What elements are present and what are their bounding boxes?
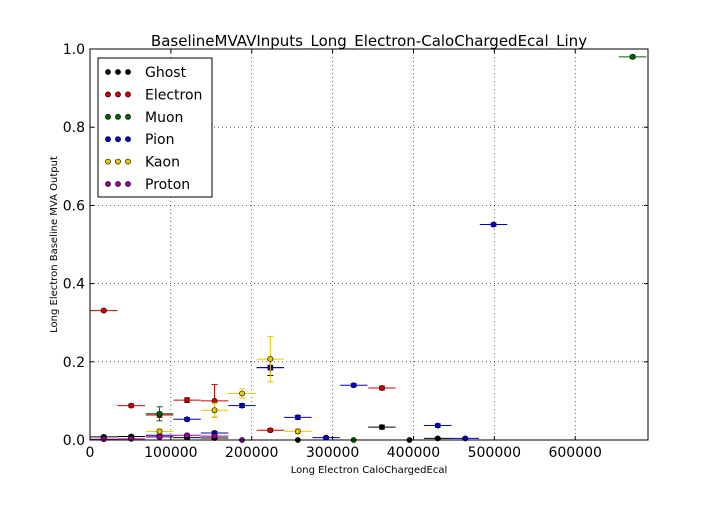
data-point [128, 435, 135, 442]
legend-marker [105, 181, 111, 187]
x-tick-label: 600000 [548, 445, 601, 461]
y-tick-label: 0.0 [63, 433, 85, 449]
tick-layer: 0 100000 200000 300000 400000 500000 600000 0.0… [63, 42, 648, 461]
x-tick-label: 100000 [144, 445, 197, 461]
legend-marker [125, 91, 131, 98]
legend-marker [105, 158, 111, 165]
legend-entry-pion: Pion [105, 132, 174, 148]
data-point [350, 382, 357, 389]
legend-marker [115, 91, 121, 98]
legend-label: Ghost [145, 65, 187, 81]
legend-entry-ghost: Ghost [105, 65, 187, 81]
data-point [490, 221, 497, 228]
legend-marker [105, 136, 111, 143]
data-point [156, 410, 163, 417]
data-point [184, 397, 190, 404]
x-tick-label: 0 [86, 445, 95, 461]
data-point [128, 402, 135, 409]
series-electron [90, 307, 396, 434]
y-axis-label: Long Electron Baseline MVA Output [49, 156, 60, 333]
data-point [100, 307, 107, 314]
y-tick-label: 0.2 [63, 355, 85, 371]
legend-marker [125, 158, 131, 165]
legend-marker [115, 113, 121, 120]
data-point [239, 390, 245, 397]
y-tick-label: 0.8 [63, 120, 85, 136]
data-point [379, 424, 385, 430]
x-tick-label: 300000 [306, 445, 359, 461]
data-point [294, 428, 301, 435]
data-point [239, 402, 245, 409]
legend-marker [125, 69, 131, 75]
chart-title: BaselineMVAVInputs_Long_Electron-CaloCha… [151, 32, 587, 51]
x-tick-label: 200000 [225, 445, 278, 461]
legend-marker [125, 136, 131, 143]
data-point [379, 385, 385, 391]
legend-label: Electron [145, 87, 202, 103]
x-axis-label: Long Electron CaloChargedEcal [291, 465, 448, 476]
legend-marker [105, 113, 111, 120]
legend-label: Proton [145, 177, 190, 193]
legend-box [97, 57, 213, 198]
plot-frame [89, 48, 649, 441]
data-point [184, 432, 190, 439]
legend-marker [115, 181, 121, 187]
data-point [434, 422, 441, 429]
data-point [156, 428, 163, 435]
legend-marker [115, 158, 121, 165]
x-tick-label: 400000 [387, 445, 440, 461]
data-point [156, 433, 163, 440]
data-point [267, 427, 274, 434]
legend-entry-kaon: Kaon [105, 155, 180, 171]
legend-entry-electron: Electron [105, 87, 202, 103]
legend-marker [125, 113, 131, 120]
legend-label: Kaon [145, 155, 180, 171]
y-tick-label: 1.0 [63, 42, 85, 58]
data-point [211, 397, 218, 404]
series-kaon [145, 335, 312, 435]
data-point [323, 434, 330, 441]
legend-marker [115, 136, 121, 143]
data-point [100, 436, 107, 443]
legend-entry-muon: Muon [105, 110, 183, 126]
data-point [184, 416, 190, 423]
data-point [294, 414, 301, 421]
legend-marker [125, 181, 131, 187]
data-layer [90, 53, 647, 443]
data-point [267, 356, 274, 362]
legend-marker [115, 69, 121, 75]
legend-marker [105, 91, 111, 98]
legend: Ghost Electron Muon Pion Kaon Proton [97, 57, 213, 198]
y-tick-label: 0.4 [63, 277, 85, 293]
data-point [211, 407, 218, 414]
legend-entry-proton: Proton [105, 177, 190, 193]
data-point [211, 433, 218, 439]
legend-label: Muon [145, 110, 183, 126]
x-tick-label: 500000 [468, 445, 521, 461]
y-tick-label: 0.6 [63, 198, 85, 214]
data-point [629, 53, 636, 60]
series-muon [145, 53, 647, 443]
legend-marker [105, 69, 111, 75]
legend-label: Pion [145, 132, 174, 148]
